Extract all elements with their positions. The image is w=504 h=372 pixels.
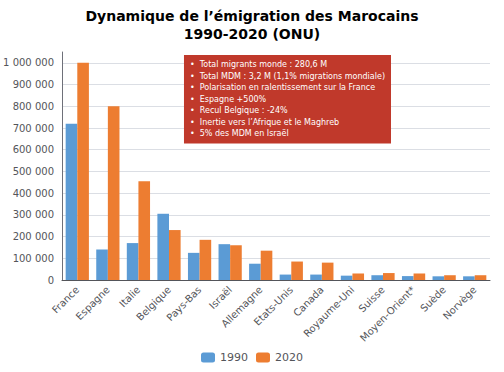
svg-text:Etats-Unis: Etats-Unis xyxy=(252,284,296,328)
svg-text:Dynamique de l’émigration des: Dynamique de l’émigration des Marocains xyxy=(85,8,418,24)
svg-text:700 000: 700 000 xyxy=(13,123,54,134)
svg-text:Pays-Bas: Pays-Bas xyxy=(164,284,203,323)
svg-text:500 000: 500 000 xyxy=(13,166,54,177)
svg-text:• Total MDM : 3,2 M (1,1% mig: • Total MDM : 3,2 M (1,1% migrations mon… xyxy=(190,72,385,81)
svg-text:1990: 1990 xyxy=(220,351,248,364)
svg-text:• Inertie vers l’Afrique et l: • Inertie vers l’Afrique et le Maghreb xyxy=(190,118,339,127)
svg-text:Royaume-Uni: Royaume-Uni xyxy=(301,284,356,339)
svg-text:900 000: 900 000 xyxy=(13,79,54,90)
svg-text:400 000: 400 000 xyxy=(13,188,54,199)
svg-text:Belgique: Belgique xyxy=(134,284,173,323)
svg-text:• 5% des MDM en Israël: • 5% des MDM en Israël xyxy=(190,129,289,138)
svg-text:0: 0 xyxy=(48,275,54,286)
svg-text:• Espagne +500%: • Espagne +500% xyxy=(190,95,267,104)
svg-text:Suisse: Suisse xyxy=(356,284,386,314)
svg-text:800 000: 800 000 xyxy=(13,101,54,112)
svg-text:1 000 000: 1 000 000 xyxy=(3,57,54,68)
svg-text:Moyen-Orient*: Moyen-Orient* xyxy=(358,284,417,343)
svg-text:100 000: 100 000 xyxy=(13,253,54,264)
svg-text:Suède: Suède xyxy=(418,284,448,314)
svg-text:200 000: 200 000 xyxy=(13,231,54,242)
svg-text:Allemagne: Allemagne xyxy=(219,284,265,330)
svg-text:• Recul Belgique : -24%: • Recul Belgique : -24% xyxy=(190,106,288,115)
svg-text:Norvège: Norvège xyxy=(441,284,479,322)
svg-text:Israël: Israël xyxy=(207,284,234,311)
svg-text:1990-2020 (ONU): 1990-2020 (ONU) xyxy=(184,26,320,42)
svg-text:Espagne: Espagne xyxy=(74,284,112,322)
svg-text:2020: 2020 xyxy=(275,351,303,364)
svg-text:France: France xyxy=(49,284,82,316)
svg-text:300 000: 300 000 xyxy=(13,209,54,220)
svg-text:Canada: Canada xyxy=(291,284,326,319)
svg-text:600 000: 600 000 xyxy=(13,144,54,155)
svg-text:• Total migrants monde : 280,: • Total migrants monde : 280,6 M xyxy=(190,60,327,69)
svg-text:Italie: Italie xyxy=(117,284,142,309)
svg-text:• Polarisation en ralentissem: • Polarisation en ralentissement sur la … xyxy=(190,83,375,92)
